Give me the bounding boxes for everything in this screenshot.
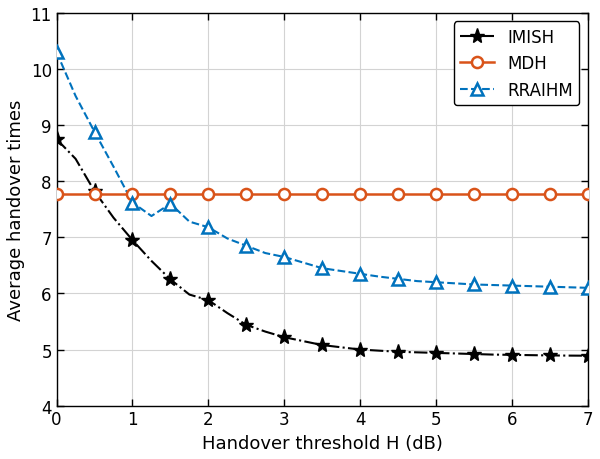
Y-axis label: Average handover times: Average handover times <box>7 100 25 320</box>
X-axis label: Handover threshold H (dB): Handover threshold H (dB) <box>202 434 443 452</box>
Legend: IMISH, MDH, RRAIHM: IMISH, MDH, RRAIHM <box>454 22 580 106</box>
